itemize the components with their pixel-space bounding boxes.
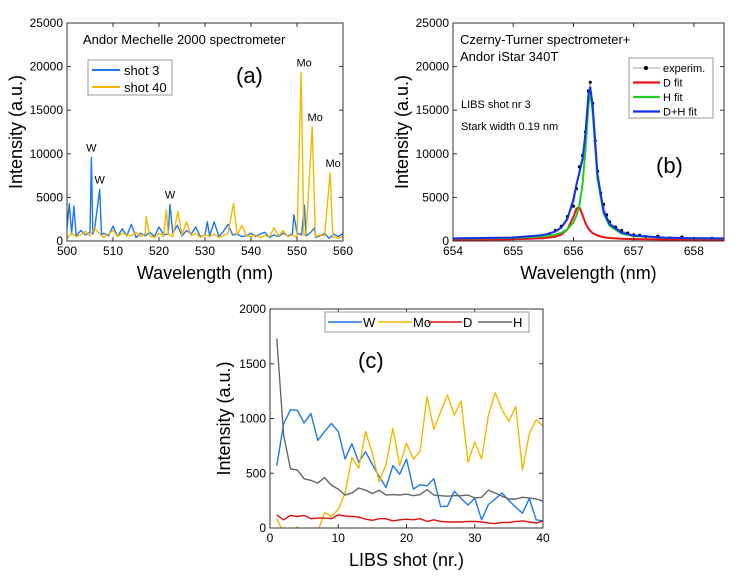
data-point [571,204,576,208]
peak-label: W [94,175,105,187]
series-line-shot 40 [67,72,343,240]
legend-entry: W [363,315,376,330]
y-tick-label: 0 [442,234,449,248]
y-tick-label: 1000 [239,412,266,426]
legend-entry: D+H fit [663,107,697,119]
x-axis-label: Wavelength (nm) [520,263,656,283]
plot-frame [452,22,725,242]
x-tick-label: 655 [503,244,523,258]
series-line-W [276,409,543,522]
peak-label: Mo [296,58,311,70]
legend: W Mo D H [324,311,530,333]
legend: experim. D fit H fit D+H fit [628,57,714,119]
annotation: Czerny-Turner spectrometer+ [460,32,630,47]
legend-entry: shot 3 [124,63,159,78]
y-tick-label: 25000 [30,16,64,30]
annotation: Andor Mechelle 2000 spectrometer [83,32,286,47]
x-tick-label: 510 [103,244,123,258]
legend-entry: H fit [663,92,683,104]
legend-box [324,311,530,333]
y-tick-label: 0 [56,234,63,248]
y-tick-label: 20000 [416,60,450,74]
y-tick-label: 20000 [30,60,64,74]
x-tick-label: 30 [468,531,482,545]
x-tick-label: 540 [241,244,261,258]
x-tick-label: 656 [563,244,583,258]
panel-label: (c) [358,348,384,373]
legend-entry: Mo [413,315,431,330]
panel-c: 0 10 20 30 40 0 500 1000 1500 2000 LIBS shot (nr.)… [214,302,550,570]
data-point [588,80,592,84]
y-axis-label: Intensity (a.u.) [392,75,412,189]
note: LIBS shot nr 3 [461,99,531,111]
x-tick-label: 20 [400,531,414,545]
legend-entry: D [463,315,472,330]
y-tick-label: 15000 [30,103,64,117]
annotation: Andor iStar 340T [460,49,558,64]
y-tick-label: 15000 [416,103,450,117]
y-tick-label: 2000 [239,302,266,316]
legend-swatch [644,66,648,70]
x-tick-label: 520 [149,244,169,258]
peak-label: W [165,189,176,201]
panel-label: (b) [656,153,683,178]
legend: shot 3 shot 40 [87,59,173,96]
panel-label: (a) [236,63,263,88]
y-tick-label: 0 [259,521,266,535]
x-tick-label: 10 [332,531,346,545]
legend-entry: D fit [663,78,683,90]
y-tick-label: 500 [246,466,266,480]
x-tick-label: 658 [684,244,704,258]
series-line-D fit [453,206,724,241]
x-tick-label: 654 [443,244,463,258]
series-line-H [276,338,543,502]
legend-entry: shot 40 [124,80,167,95]
x-tick-label: 500 [57,244,77,258]
plot-area [276,338,543,528]
peak-label: W [86,142,97,154]
x-axis-label: Wavelength (nm) [137,263,273,283]
legend-entry: experim. [663,63,705,75]
plot-frame [269,308,544,529]
y-axis-label: Intensity (a.u.) [214,361,234,475]
panel-b: 654 655 656 657 658 0 5000 10000 15000 20000 25000… [392,16,725,283]
x-tick-label: 530 [195,244,215,258]
note: Stark width 0.19 nm [461,121,558,133]
peak-label: Mo [325,158,340,170]
legend-entry: H [513,315,522,330]
peak-label: Mo [308,112,323,124]
series-line-shot 3 [67,156,343,240]
legend-box [87,59,173,96]
series-line-D+H fit [453,86,724,240]
x-tick-label: 560 [333,244,353,258]
panel-a: 500 510 520 530 540 550 560 0 5000 10000 15000 2000… [6,16,353,283]
plot-area [67,72,343,240]
y-tick-label: 10000 [416,147,450,161]
series-line-D [276,514,543,525]
x-tick-label: 657 [624,244,644,258]
x-tick-label: 550 [287,244,307,258]
x-axis-label: LIBS shot (nr.) [349,550,464,570]
y-tick-label: 5000 [422,190,449,204]
series-line-Mo [276,392,543,528]
x-tick-label: 40 [536,531,550,545]
y-tick-label: 1500 [239,357,266,371]
y-tick-label: 25000 [416,16,450,30]
plot-area [453,80,724,241]
x-tick-label: 0 [267,531,274,545]
y-tick-label: 10000 [30,147,64,161]
y-tick-label: 5000 [36,190,63,204]
y-axis-label: Intensity (a.u.) [6,75,26,189]
